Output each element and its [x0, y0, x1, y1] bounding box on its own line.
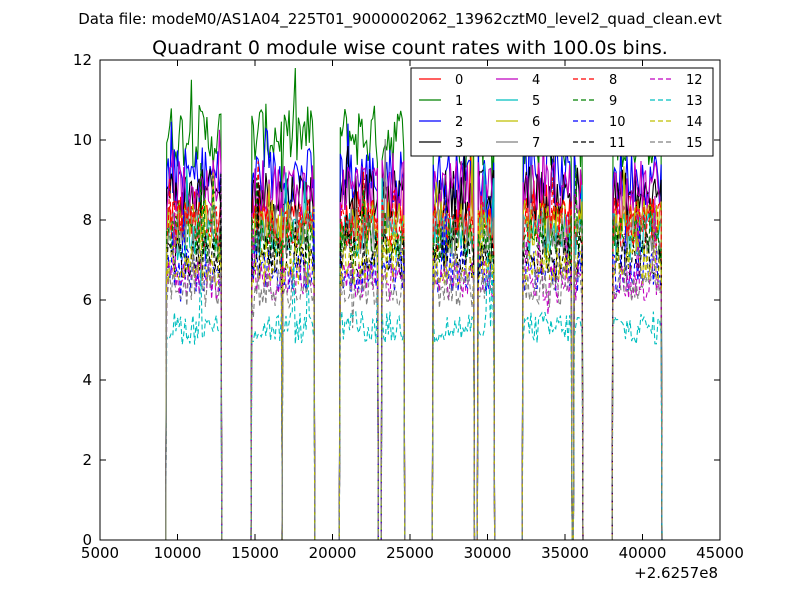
legend-label: 11: [609, 136, 626, 151]
legend-label: 12: [686, 73, 703, 88]
series-line-10: [165, 185, 663, 540]
x-tick-label: 25000: [386, 544, 434, 562]
axes: 5000 10000 15000 20000 25000 30000 35000 40000 4…: [73, 51, 744, 562]
y-tick-label: 0: [82, 531, 92, 549]
y-tick-label: 8: [82, 211, 92, 229]
legend-label: 2: [455, 115, 463, 130]
x-offset-label: +2.6257e8: [634, 564, 718, 582]
x-tick-label: 30000: [464, 544, 512, 562]
chart-title: Quadrant 0 module wise count rates with …: [152, 37, 668, 59]
x-tick-label: 15000: [231, 544, 279, 562]
legend-label: 4: [532, 73, 540, 88]
y-tick-label: 2: [82, 451, 92, 469]
series-line-14: [165, 204, 663, 540]
legend-label: 6: [532, 115, 540, 130]
legend-label: 1: [455, 94, 463, 109]
x-tick-label: 40000: [619, 544, 667, 562]
y-tick-label: 10: [73, 131, 92, 149]
series-line-2: [165, 101, 663, 540]
y-tick-label: 4: [82, 371, 92, 389]
series-line-11: [165, 173, 663, 540]
y-tick-label: 12: [73, 51, 92, 69]
x-tick-label: 10000: [154, 544, 202, 562]
series-line-13: [165, 252, 663, 540]
legend-label: 10: [609, 115, 626, 130]
series-line-1: [165, 67, 663, 540]
legend-label: 3: [455, 136, 463, 151]
y-tick-label: 6: [82, 291, 92, 309]
legend-label: 8: [609, 73, 617, 88]
x-tick-label: 45000: [696, 544, 744, 562]
x-tick-label: 5000: [81, 544, 119, 562]
legend-box: [410, 67, 714, 157]
legend-label: 9: [609, 94, 617, 109]
chart-suptitle: Data file: modeM0/AS1A04_225T01_90000020…: [78, 10, 722, 29]
series-lines: [165, 67, 663, 540]
legend-label: 5: [532, 94, 540, 109]
x-tick-label: 35000: [541, 544, 589, 562]
series-line-15: [165, 233, 663, 540]
series-line-12: [165, 196, 663, 540]
legend-label: 15: [686, 136, 703, 151]
series-line-9: [165, 162, 663, 540]
legend-label: 0: [455, 73, 463, 88]
legend-label: 13: [686, 94, 703, 109]
series-line-4: [165, 129, 663, 540]
legend-label: 7: [532, 136, 540, 151]
x-tick-label: 20000: [309, 544, 357, 562]
legend-label: 14: [686, 115, 703, 130]
